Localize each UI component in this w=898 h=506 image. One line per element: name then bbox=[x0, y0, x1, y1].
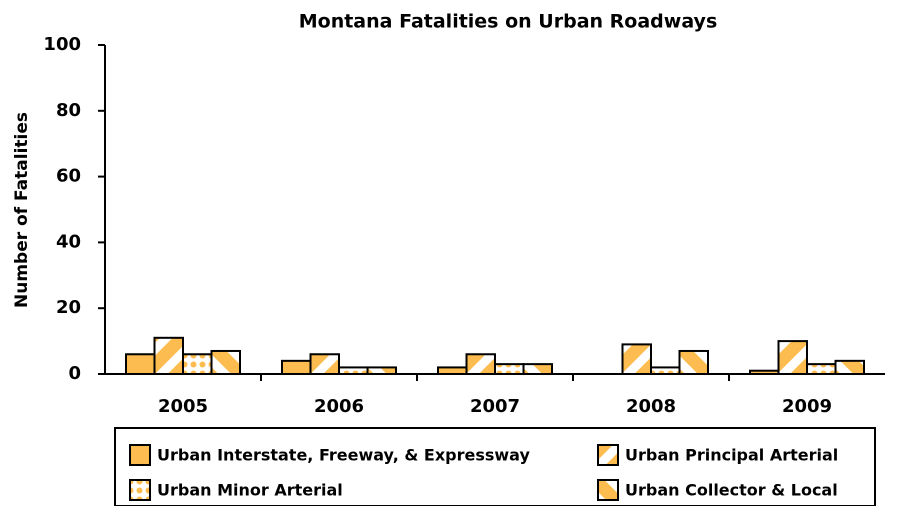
bar bbox=[210, 349, 241, 376]
legend-label: Urban Interstate, Freeway, & Expressway bbox=[157, 446, 530, 465]
y-tick-label: 0 bbox=[68, 363, 81, 384]
chart-title: Montana Fatalities on Urban Roadways bbox=[299, 11, 718, 33]
y-axis-label: Number of Fatalities bbox=[12, 112, 32, 308]
bar bbox=[465, 353, 496, 376]
x-tick-label: 2007 bbox=[470, 396, 520, 417]
bar bbox=[806, 363, 837, 376]
legend-swatch bbox=[129, 479, 151, 501]
bar bbox=[182, 353, 213, 376]
y-tick-label: 40 bbox=[56, 231, 81, 252]
legend-swatch bbox=[129, 444, 151, 466]
bar bbox=[834, 359, 865, 375]
legend-label: Urban Collector & Local bbox=[625, 481, 838, 500]
x-tick-label: 2006 bbox=[314, 396, 364, 417]
legend-label: Urban Minor Arterial bbox=[157, 481, 343, 500]
x-tick-label: 2008 bbox=[626, 396, 676, 417]
legend-swatch bbox=[597, 479, 619, 501]
bar bbox=[621, 343, 652, 376]
legend-box bbox=[114, 427, 876, 506]
x-tick-label: 2005 bbox=[158, 396, 208, 417]
bar bbox=[494, 363, 525, 376]
y-tick-label: 100 bbox=[43, 34, 81, 55]
x-tick-label: 2009 bbox=[782, 396, 832, 417]
y-tick-label: 60 bbox=[56, 166, 81, 187]
y-tick-label: 80 bbox=[56, 100, 81, 121]
y-tick-label: 20 bbox=[56, 297, 81, 318]
bar bbox=[125, 353, 156, 376]
bar bbox=[281, 359, 312, 375]
legend-swatch bbox=[597, 444, 619, 466]
bar bbox=[309, 353, 340, 376]
bar bbox=[522, 363, 553, 376]
bar bbox=[777, 340, 808, 376]
bar bbox=[153, 336, 184, 375]
legend-label: Urban Principal Arterial bbox=[625, 446, 838, 465]
bar bbox=[678, 349, 709, 376]
